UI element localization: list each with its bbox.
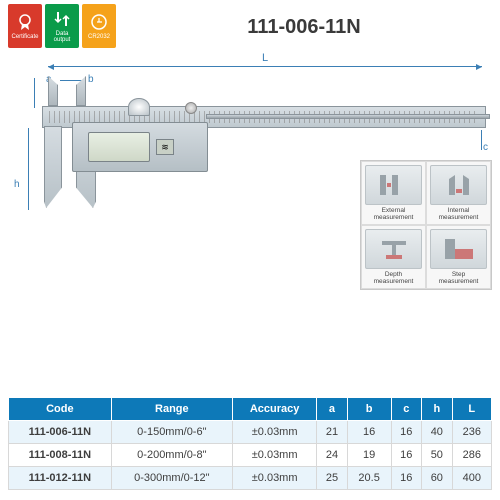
panel-thumb	[430, 229, 487, 269]
table-cell: 16	[391, 421, 422, 444]
panel-thumb	[430, 165, 487, 205]
panel-cell: Internalmeasurement	[426, 161, 491, 225]
table-cell: 60	[422, 467, 453, 490]
col-header: c	[391, 398, 422, 421]
batt-icon	[89, 12, 109, 32]
table-cell: ±0.03mm	[233, 444, 317, 467]
table-cell: 111-008-11N	[9, 444, 112, 467]
panel-label: Internalmeasurement	[439, 207, 479, 221]
wave-icon: ≋	[156, 139, 174, 155]
table-cell: 0-300mm/0-12"	[111, 467, 232, 490]
cert-icon	[15, 12, 35, 32]
table-cell: 236	[452, 421, 491, 444]
dim-L: L	[258, 52, 272, 64]
panel-cell: Externalmeasurement	[361, 161, 426, 225]
dim-h: h	[14, 179, 20, 190]
caliper-slider: ≋	[72, 96, 208, 176]
panel-cell: Depthmeasurement	[361, 225, 426, 289]
table-cell: 19	[347, 444, 391, 467]
dim-c: c	[483, 142, 488, 153]
spec-table: CodeRangeAccuracyabchL 111-006-11N0-150mm…	[8, 397, 492, 490]
table-cell: 286	[452, 444, 491, 467]
badge-label: CR2032	[88, 34, 110, 40]
panel-thumb	[365, 229, 422, 269]
badge-label: Data output	[47, 31, 77, 43]
table-cell: ±0.03mm	[233, 421, 317, 444]
lock-screw	[185, 102, 197, 114]
caliper-diagram: L a b h ≋ c ExternalmeasurementInternalm…	[8, 60, 492, 290]
lcd-display	[88, 132, 150, 162]
panel-label: Stepmeasurement	[439, 271, 479, 285]
panel-label: Externalmeasurement	[374, 207, 414, 221]
table-cell: 0-200mm/0-8"	[111, 444, 232, 467]
panel-cell: Stepmeasurement	[426, 225, 491, 289]
table-cell: 16	[391, 467, 422, 490]
badge-data: Data output	[45, 4, 79, 48]
table-cell: 50	[422, 444, 453, 467]
measurement-panel: Externalmeasurement Internalmeasurement De…	[360, 160, 492, 290]
col-header: Range	[111, 398, 232, 421]
badge-batt: CR2032	[82, 4, 116, 48]
dim-b: b	[88, 74, 94, 85]
col-header: a	[317, 398, 348, 421]
upper-jaw-fixed	[48, 76, 58, 106]
thumb-wheel	[128, 98, 150, 116]
table-cell: 16	[391, 444, 422, 467]
table-cell: 24	[317, 444, 348, 467]
table-cell: 111-012-11N	[9, 467, 112, 490]
table-cell: 20.5	[347, 467, 391, 490]
table-cell: 400	[452, 467, 491, 490]
panel-label: Depthmeasurement	[374, 271, 414, 285]
col-header: h	[422, 398, 453, 421]
table-cell: ±0.03mm	[233, 467, 317, 490]
panel-thumb	[365, 165, 422, 205]
page-title: 111-006-11N	[116, 4, 492, 39]
col-header: Code	[9, 398, 112, 421]
table-cell: 111-006-11N	[9, 421, 112, 444]
table-cell: 40	[422, 421, 453, 444]
col-header: L	[452, 398, 491, 421]
col-header: Accuracy	[233, 398, 317, 421]
badge-cert: Certificate	[8, 4, 42, 48]
col-header: b	[347, 398, 391, 421]
badge-label: Certificate	[11, 34, 38, 40]
table-cell: 16	[347, 421, 391, 444]
table-cell: 25	[317, 467, 348, 490]
table-cell: 21	[317, 421, 348, 444]
lower-jaw-fixed	[44, 126, 62, 208]
data-icon	[52, 9, 72, 29]
table-cell: 0-150mm/0-6"	[111, 421, 232, 444]
depth-rod	[206, 114, 490, 119]
